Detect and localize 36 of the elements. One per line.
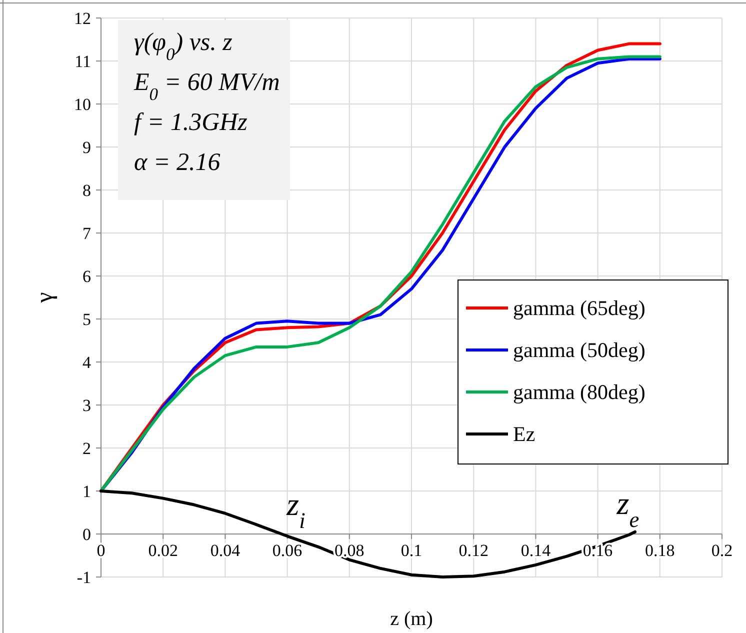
y-tick-label: 0 — [82, 525, 91, 544]
y-tick-label: 10 — [74, 95, 91, 114]
y-tick-label: 12 — [74, 9, 91, 28]
legend-label: gamma (50deg) — [513, 338, 646, 362]
annotation: γ(φ$_{0}$) vs. z — [134, 29, 233, 64]
x-tick-label: 0.2 — [711, 541, 733, 560]
x-tick-label: 0.02 — [148, 541, 178, 560]
legend-label: gamma (80deg) — [513, 380, 646, 404]
x-tick-label: 0.14 — [520, 541, 552, 560]
annotation: α = 2.16 — [134, 149, 221, 176]
y-tick-label: 1 — [82, 482, 91, 501]
y-tick-label: 2 — [82, 439, 91, 458]
y-tick-label: 3 — [82, 396, 91, 415]
x-tick-label: 0.12 — [458, 541, 488, 560]
x-tick-label: 0.08 — [334, 541, 364, 560]
y-axis-title: γ — [32, 292, 58, 304]
annotation: f = 1.3GHz — [134, 109, 248, 136]
y-tick-label: 6 — [82, 267, 91, 286]
y-tick-label: -1 — [76, 568, 91, 587]
x-tick-label: 0.18 — [645, 541, 675, 560]
x-tick-label: 0.04 — [210, 541, 241, 560]
y-tick-label: 8 — [82, 181, 91, 200]
y-tick-label: 9 — [82, 138, 91, 157]
legend-label: gamma (65deg) — [513, 296, 646, 320]
y-tick-label: 7 — [82, 224, 92, 243]
annotation: z$_{i}$ — [286, 486, 306, 532]
x-tick-label: 0 — [96, 541, 106, 560]
y-tick-label: 11 — [74, 52, 91, 71]
x-tick-label: 0.06 — [272, 541, 302, 560]
y-tick-label: 4 — [82, 353, 92, 372]
legend-label: Ez — [513, 422, 536, 446]
annotation: z$_{e}$ — [616, 485, 640, 532]
annotation: E$_{0}$ = 60 MV/m — [133, 69, 280, 104]
x-tick-label: 0.1 — [400, 541, 422, 560]
x-axis-title: z (m) — [390, 608, 433, 630]
y-tick-label: 5 — [82, 310, 91, 329]
